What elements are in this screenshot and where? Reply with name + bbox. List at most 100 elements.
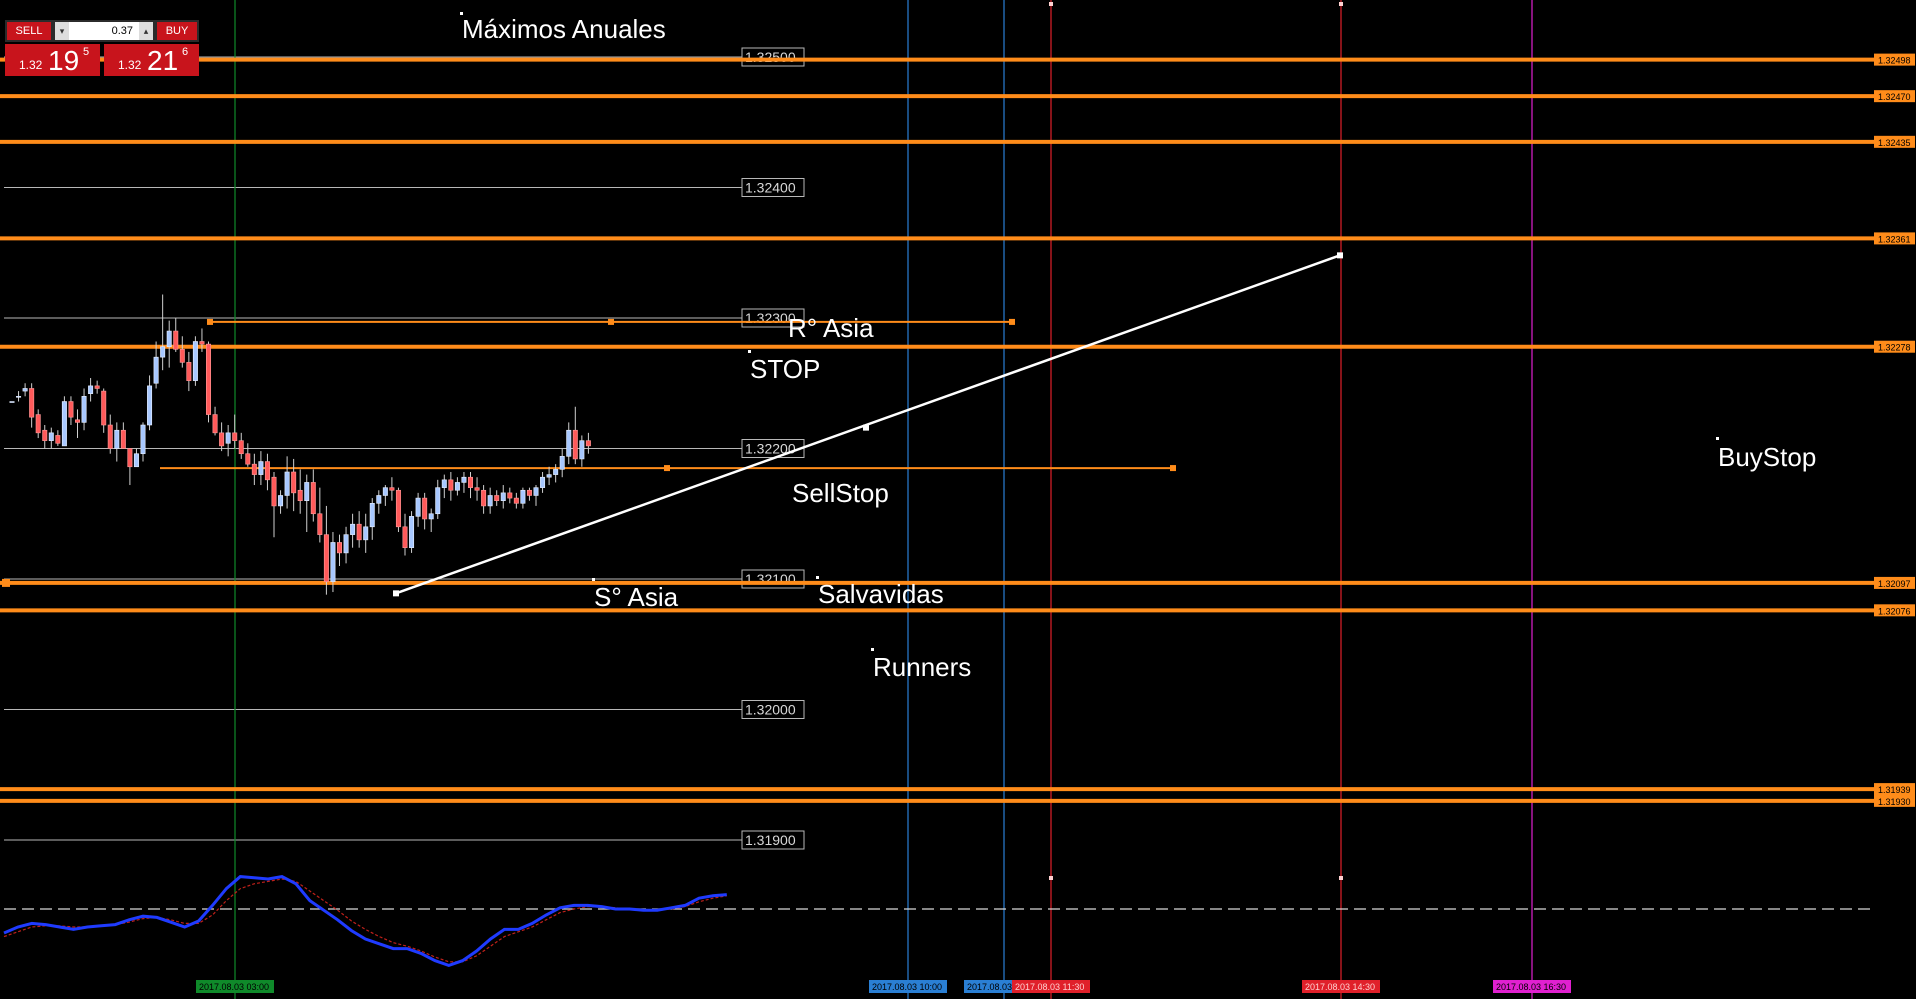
round-level-label: 1.32000 [745,702,796,718]
candle-body [415,497,421,517]
key-level-label-box [1874,53,1915,66]
lot-size-input[interactable]: 0.37 [55,22,153,40]
candle-body [140,424,146,455]
range-low-handle [1170,465,1176,472]
candle-body [323,534,329,582]
oscillator-main-line [3,875,727,967]
candle-body [22,388,28,392]
candle-body [461,476,467,483]
oscillator-signal-line [3,878,727,963]
candle-body [16,395,22,398]
candle-body [559,456,565,470]
sell-price-box[interactable]: 1.32 19 5 [5,44,100,76]
annotation-anchor [592,578,595,581]
round-level-label: 1.32400 [745,180,796,196]
candle-body [186,362,192,381]
annotation-maximos-anuales[interactable]: Máximos Anuales [462,14,666,44]
candle-body [389,487,395,491]
candle-body [441,479,447,488]
candle-body [572,429,578,460]
candle-body [546,474,552,478]
candle-body [35,414,41,434]
candle-body [540,476,546,488]
annotation-anchor [1716,437,1719,440]
candle-body [264,461,270,481]
sell-button[interactable]: SELL [7,22,51,40]
candle-body [153,356,159,384]
candle-body [454,482,460,491]
sell-price-prefix: 1.32 [19,58,43,72]
candle-body [225,432,231,444]
candle-body [291,471,297,494]
key-level-label: 1.32498 [1878,56,1911,66]
candle-body [533,487,539,496]
time-marker-label: 2017.08.03 11:30 [1015,982,1084,992]
time-marker-label-box [196,980,274,993]
candle-body [500,492,506,501]
key-level-label-box [1874,135,1915,148]
candle-body [81,395,87,423]
annotation-sellstop[interactable]: SellStop [792,478,889,508]
key-level-label: 1.32470 [1878,92,1911,102]
marker-end-handle [1339,2,1343,6]
candle-body [507,492,513,499]
annotation-anchor [871,648,874,651]
time-marker-label: 2017.08.03 [967,982,1012,992]
candle-body [422,497,428,520]
candle-body [553,469,559,475]
candle-body [343,534,349,554]
annotation-r-asia[interactable]: R° Asia [788,313,874,343]
candle-body [317,513,323,535]
candle-body [271,476,277,507]
candle-body [435,487,441,515]
key-level-label-box [1874,794,1915,807]
candle-body [526,489,532,496]
candle-body [68,401,74,418]
candle-body [94,385,100,389]
key-level-label-box [1874,340,1915,353]
candle-body [9,401,15,403]
candle-body [107,424,113,449]
candle-body [566,429,572,457]
candle-body [133,453,139,468]
time-marker-label: 2017.08.03 10:00 [872,982,942,992]
time-marker-label: 2017.08.03 14:30 [1305,982,1375,992]
time-marker-label-box [869,980,947,993]
round-level-label-box [741,700,805,719]
candle-body [238,440,244,455]
trendline-handle [1337,252,1343,259]
candle-body [101,390,107,426]
lot-increase-icon[interactable]: ▴ [139,22,153,40]
marker-end-handle [1049,876,1053,880]
candle-body [409,516,415,548]
candle-body [428,513,434,520]
support-trendline [395,254,1341,595]
annotation-runners[interactable]: Runners [873,652,972,682]
range-high-handle [1009,318,1015,325]
candle-body [474,487,480,491]
candle-body [310,482,316,515]
candle-body [199,341,205,345]
candle-body [173,330,179,350]
candle-body [448,479,454,491]
buy-price-box[interactable]: 1.32 21 6 [104,44,199,76]
candle-body [494,495,500,502]
candle-body [585,440,591,447]
candle-body [330,542,336,582]
annotation-buystop[interactable]: BuyStop [1718,442,1817,472]
candle-body [61,401,67,447]
candle-body [520,489,526,504]
candle-body [219,432,225,447]
range-high-handle [608,318,614,325]
annotation-stop[interactable]: STOP [750,354,821,384]
lot-decrease-icon[interactable]: ▾ [55,22,69,40]
annotation-s-asia[interactable]: S° Asia [594,582,679,612]
trendline-handle [393,590,399,597]
candle-body [258,461,264,475]
candle-body [29,388,35,418]
round-level-label-box [741,178,805,197]
buy-button[interactable]: BUY [157,22,197,40]
annotation-salvavidas[interactable]: Salvavidas [818,579,944,609]
key-level-label: 1.32278 [1878,343,1911,353]
